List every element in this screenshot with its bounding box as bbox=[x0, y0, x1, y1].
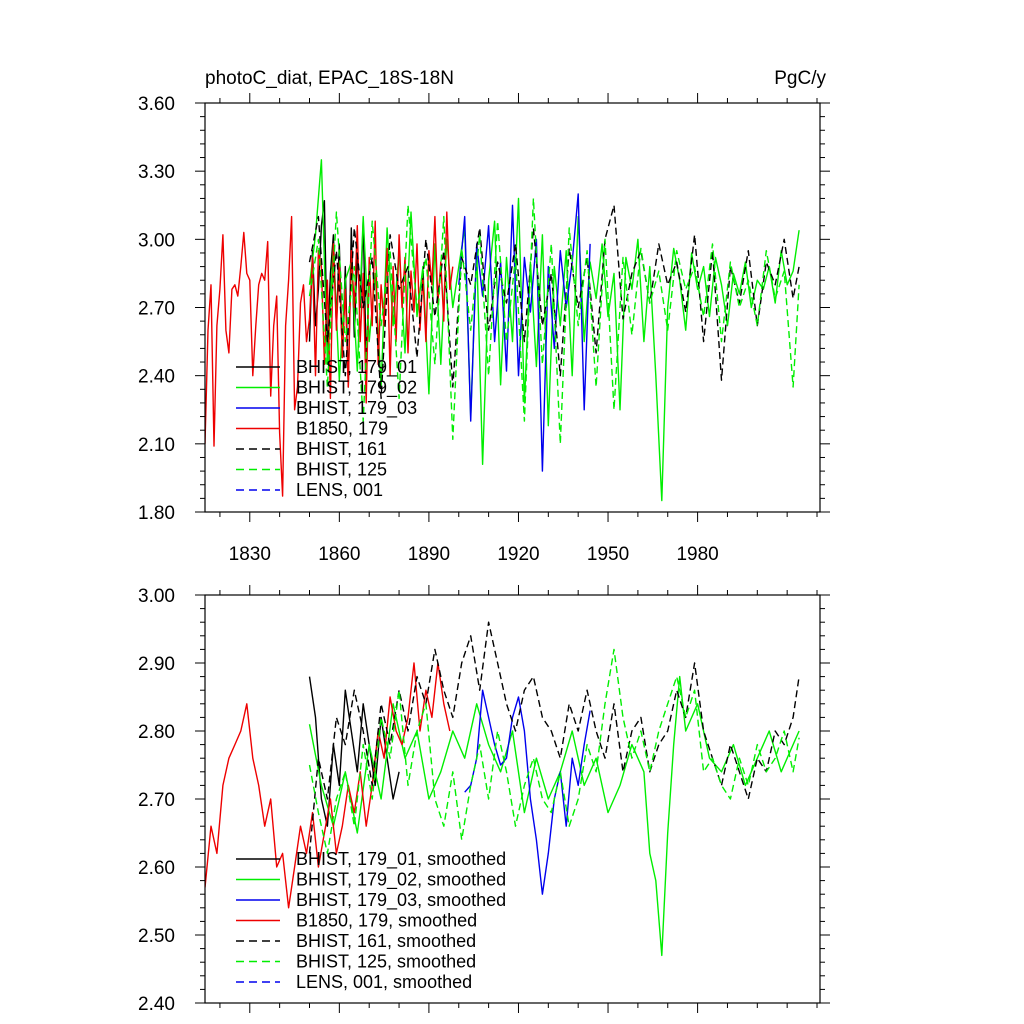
x-tick-label: 1890 bbox=[408, 544, 450, 565]
series-line-1 bbox=[308, 159, 800, 502]
y-tick-label: 2.10 bbox=[138, 435, 175, 456]
y-tick-label: 2.50 bbox=[138, 926, 175, 947]
series-line-3 bbox=[205, 662, 451, 909]
legend-label: BHIST, 179_02 bbox=[296, 378, 417, 399]
y-tick-label: 2.60 bbox=[138, 858, 175, 879]
legend-label: LENS, 001 bbox=[296, 480, 383, 500]
series-line-1 bbox=[308, 675, 800, 957]
legend-label: BHIST, 179_01 bbox=[296, 357, 417, 378]
top-plot-area bbox=[205, 159, 800, 502]
legend-label: BHIST, 179_01, smoothed bbox=[296, 849, 506, 870]
x-tick-label: 1860 bbox=[318, 544, 360, 565]
top-axes: 1830 1860 1890 1920 1950 1980 1.80 2.10 2.40 2.70… bbox=[138, 93, 830, 565]
legend-label: BHIST, 179_03 bbox=[296, 398, 417, 419]
x-tick-label: 1830 bbox=[229, 544, 271, 565]
y-tick-label: 2.70 bbox=[138, 299, 175, 320]
legend-label: BHIST, 125 bbox=[296, 460, 387, 480]
series-line-2 bbox=[464, 689, 591, 895]
series-line-3 bbox=[205, 211, 454, 497]
top-panel-units: PgC/y bbox=[774, 68, 826, 89]
series-line-5 bbox=[308, 648, 800, 855]
y-tick-label: 2.90 bbox=[138, 654, 175, 675]
x-tick-label: 1920 bbox=[497, 544, 539, 565]
legend-label: BHIST, 161, smoothed bbox=[296, 931, 476, 951]
legend-label: BHIST, 179_03, smoothed bbox=[296, 890, 506, 911]
y-tick-label: 2.70 bbox=[138, 790, 175, 811]
series-line-0 bbox=[308, 676, 400, 827]
legend-label: BHIST, 125, smoothed bbox=[296, 952, 476, 972]
x-tick-label: 1950 bbox=[587, 544, 629, 565]
y-tick-label: 3.30 bbox=[138, 162, 175, 183]
y-tick-label: 3.60 bbox=[138, 94, 175, 115]
top-panel-title: photoC_diat, EPAC_18S-18N bbox=[205, 68, 454, 89]
y-tick-label: 3.00 bbox=[138, 230, 175, 251]
bottom-axes: 2.40 2.50 2.60 2.70 2.80 2.90 3.00 bbox=[138, 585, 830, 1015]
legend-label: BHIST, 179_02, smoothed bbox=[296, 870, 506, 891]
legend-label: B1850, 179, smoothed bbox=[296, 911, 477, 931]
series-line-4 bbox=[308, 204, 800, 400]
y-tick-label: 3.00 bbox=[138, 586, 175, 607]
y-tick-label: 2.40 bbox=[138, 367, 175, 388]
legend-label: LENS, 001, smoothed bbox=[296, 972, 472, 992]
legend-label: B1850, 179 bbox=[296, 419, 388, 439]
series-line-2 bbox=[458, 193, 591, 472]
y-tick-label: 2.40 bbox=[138, 994, 175, 1015]
x-tick-label: 1980 bbox=[676, 544, 718, 565]
y-tick-label: 1.80 bbox=[138, 503, 175, 524]
top-panel: photoC_diat, EPAC_18S-18N PgC/y 1830 1860… bbox=[138, 68, 830, 565]
bottom-plot-area bbox=[205, 621, 800, 957]
legend-label: BHIST, 161 bbox=[296, 439, 387, 459]
bottom-panel: 2.40 2.50 2.60 2.70 2.80 2.90 3.00 BHIST, 179_… bbox=[138, 585, 830, 1015]
series-line-5 bbox=[308, 197, 800, 445]
series-line-4 bbox=[308, 621, 800, 854]
y-tick-label: 2.80 bbox=[138, 722, 175, 743]
